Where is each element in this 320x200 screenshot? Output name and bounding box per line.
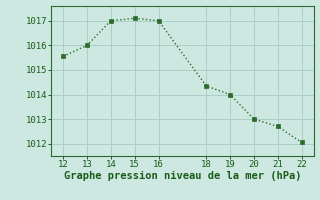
X-axis label: Graphe pression niveau de la mer (hPa): Graphe pression niveau de la mer (hPa) xyxy=(64,171,301,181)
